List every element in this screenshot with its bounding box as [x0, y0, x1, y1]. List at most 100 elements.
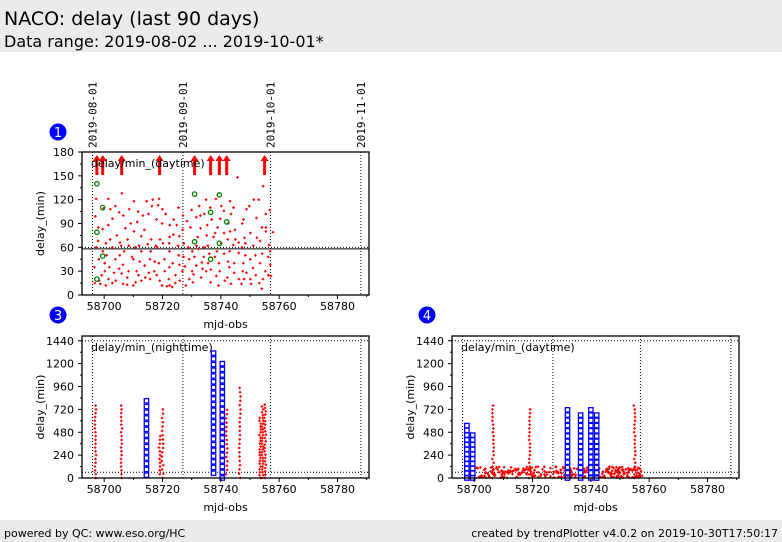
y-tick-label: 0 [67, 472, 74, 485]
red-point [140, 279, 143, 282]
red-point [545, 471, 549, 474]
red-point [480, 474, 483, 477]
y-tick-label: 720 [53, 403, 74, 416]
y-tick-label: 0 [67, 289, 74, 302]
red-point [130, 255, 134, 259]
report-title: NACO: delay (last 90 days) [4, 8, 259, 30]
red-point [232, 206, 235, 209]
y-tick-label: 240 [423, 449, 444, 462]
red-point [118, 253, 122, 257]
plot-number: 1 [54, 126, 62, 141]
red-point [545, 473, 549, 476]
blue-point [564, 469, 571, 476]
red-point [263, 416, 266, 420]
red-point [104, 242, 108, 245]
green-point [216, 192, 223, 198]
red-point [98, 282, 102, 286]
red-point [167, 277, 171, 281]
red-point [248, 257, 252, 261]
red-point [121, 263, 125, 267]
red-point [229, 212, 233, 216]
blue-point [210, 378, 217, 385]
red-point [94, 430, 97, 434]
red-point [260, 425, 264, 428]
blue-point [469, 470, 476, 477]
red-point [524, 472, 528, 475]
red-point [241, 269, 244, 273]
red-point [264, 226, 268, 229]
blue-point [564, 422, 571, 429]
red-point [521, 471, 524, 474]
blue-point [469, 441, 476, 448]
red-point [94, 457, 97, 461]
blue-point [464, 432, 470, 438]
red-point [149, 238, 153, 241]
red-point [120, 442, 124, 445]
offscale-arrow [155, 155, 164, 175]
red-point [261, 430, 265, 434]
red-point [94, 442, 97, 445]
red-point [127, 269, 130, 273]
blue-point [219, 383, 226, 390]
x-tick-label: 58780 [320, 483, 355, 496]
red-point [259, 445, 262, 448]
red-point [218, 217, 222, 221]
red-point [108, 265, 111, 269]
red-point [610, 472, 614, 475]
red-point [112, 271, 116, 275]
blue-point [587, 438, 594, 445]
red-point [143, 228, 146, 232]
red-point [93, 465, 97, 468]
red-point [103, 261, 106, 265]
red-point [263, 413, 267, 416]
plot-number: 4 [423, 309, 431, 324]
red-point [181, 214, 185, 217]
red-point [528, 450, 532, 453]
red-point [103, 269, 107, 273]
red-point [141, 214, 145, 217]
blue-point [593, 438, 600, 445]
red-point [185, 219, 189, 223]
red-point [158, 442, 162, 445]
red-point [111, 281, 114, 285]
red-point [120, 272, 123, 275]
y-tick-label: 960 [53, 381, 74, 394]
red-point [132, 199, 136, 203]
blue-point [577, 427, 584, 434]
red-point [161, 207, 164, 211]
red-point [240, 222, 244, 225]
red-point [181, 269, 184, 273]
red-point [251, 266, 255, 270]
red-point [222, 231, 226, 235]
red-point [559, 468, 562, 472]
red-point [507, 472, 510, 475]
red-point [201, 267, 204, 271]
red-point [109, 207, 112, 211]
red-point [115, 234, 119, 237]
red-point [245, 207, 248, 211]
red-point [190, 208, 193, 212]
green-point [223, 219, 230, 225]
red-point [491, 408, 494, 411]
blue-point [210, 350, 217, 357]
red-point [225, 412, 229, 416]
red-point [125, 276, 129, 279]
red-point [254, 253, 257, 257]
red-point [137, 273, 140, 277]
red-point [120, 472, 123, 476]
red-point [549, 475, 552, 478]
red-point [120, 450, 123, 453]
blue-point [587, 448, 594, 455]
red-point [100, 273, 103, 277]
red-point [260, 439, 264, 443]
plot-number: 3 [54, 309, 62, 324]
red-point [168, 284, 171, 287]
red-point [260, 405, 264, 408]
red-point [206, 244, 210, 248]
red-point [195, 244, 198, 248]
red-point [228, 230, 232, 233]
red-point [528, 423, 532, 426]
red-point [583, 474, 587, 478]
red-point [258, 261, 262, 265]
blue-point [564, 433, 571, 439]
